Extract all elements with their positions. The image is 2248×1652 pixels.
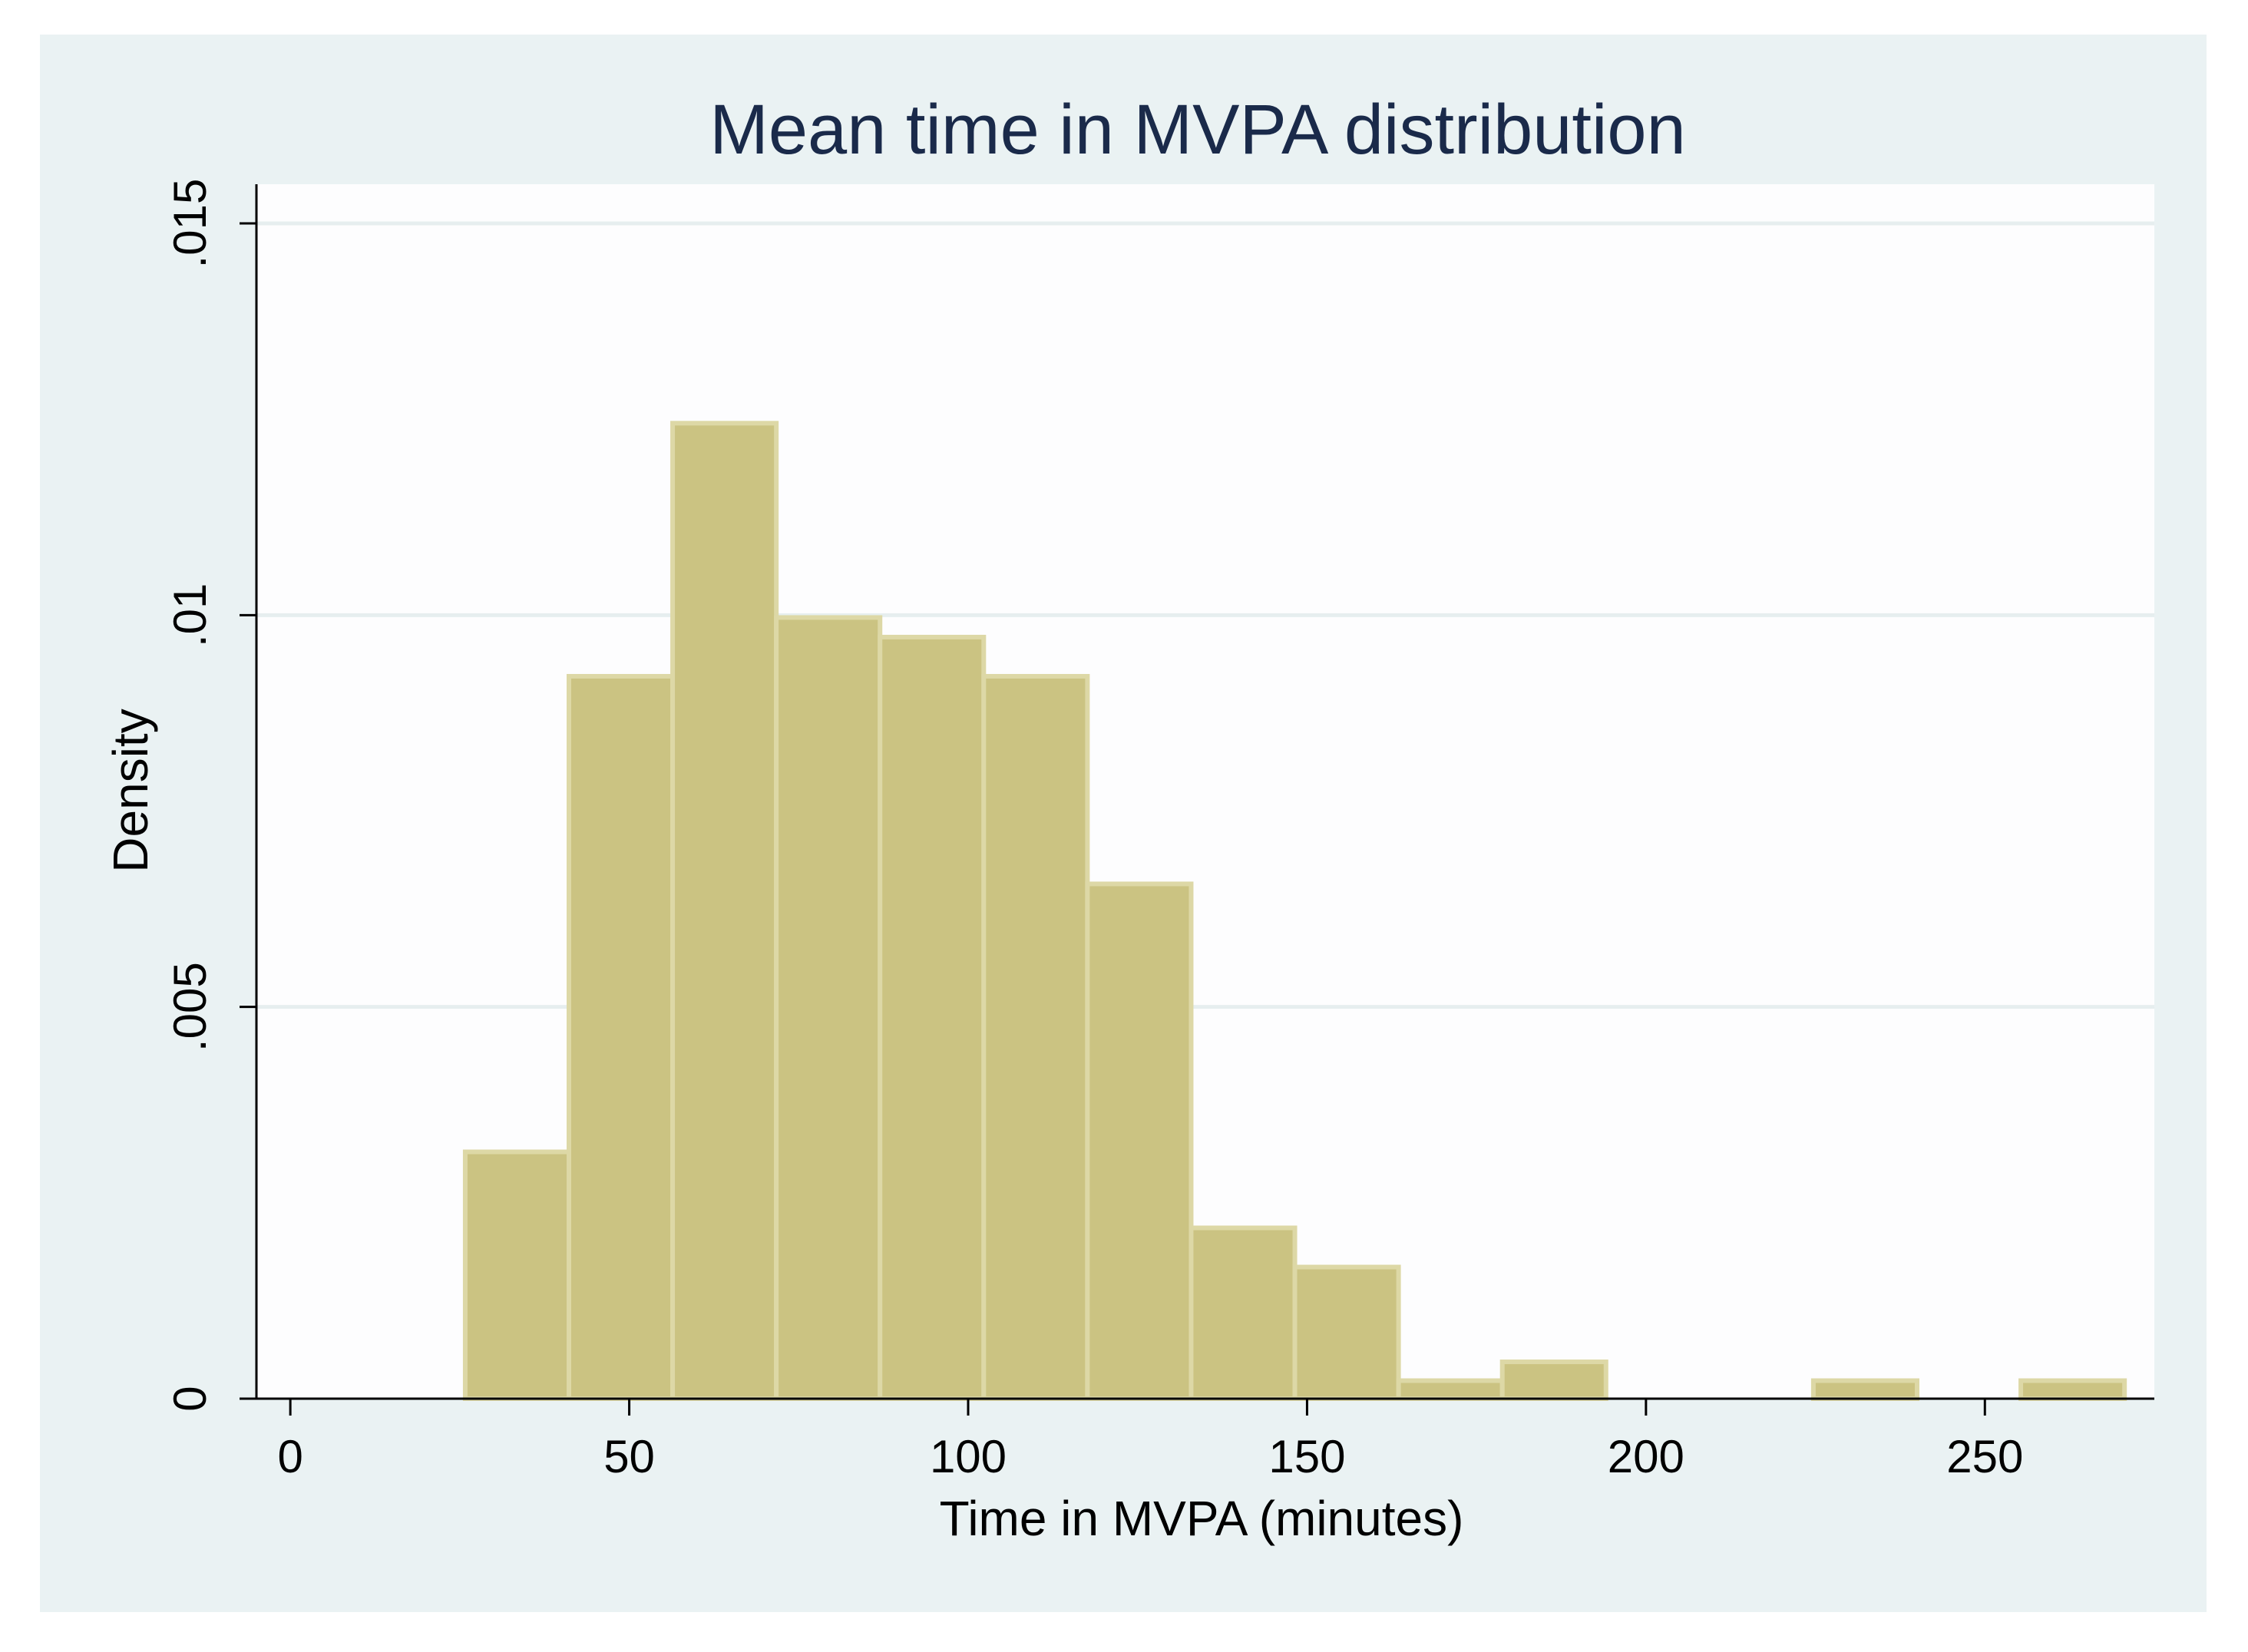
y-tick-label-2: .01 <box>164 583 216 647</box>
y-axis-label: Density <box>103 709 158 872</box>
histogram-bar-5 <box>981 673 1090 1401</box>
histogram-bar-2 <box>670 421 779 1401</box>
x-tick-label-4: 200 <box>1608 1431 1684 1482</box>
x-tick-label-2: 100 <box>930 1431 1007 1482</box>
histogram-bar-4 <box>878 634 987 1401</box>
histogram-bar-10 <box>1499 1360 1608 1401</box>
histogram-bar-1 <box>566 673 676 1401</box>
x-tick-label-0: 0 <box>277 1431 302 1482</box>
histogram-bar-9 <box>1396 1378 1505 1401</box>
histogram-bar-8 <box>1292 1264 1401 1401</box>
histogram-bar-0 <box>462 1149 571 1402</box>
x-tick-label-1: 50 <box>603 1431 655 1482</box>
x-tick-label-5: 250 <box>1946 1431 2023 1482</box>
histogram-bar-11 <box>1810 1378 1919 1401</box>
histogram-bars <box>462 421 2127 1402</box>
y-axis-ticks: 0 .005 .01 .015 <box>164 179 256 1412</box>
chart-title: Mean time in MVPA distribution <box>709 91 1686 169</box>
x-tick-label-3: 150 <box>1268 1431 1345 1482</box>
y-tick-label-0: 0 <box>164 1386 216 1411</box>
y-tick-label-3: .015 <box>164 179 216 269</box>
x-axis-label: Time in MVPA (minutes) <box>940 1491 1464 1546</box>
histogram-bar-6 <box>1085 881 1194 1401</box>
histogram-bar-7 <box>1188 1225 1298 1402</box>
histogram-bar-12 <box>2018 1378 2127 1401</box>
x-axis-ticks: 0 50 100 150 200 250 <box>277 1399 2023 1482</box>
y-tick-label-1: .005 <box>164 962 216 1052</box>
histogram-bar-3 <box>774 615 883 1401</box>
